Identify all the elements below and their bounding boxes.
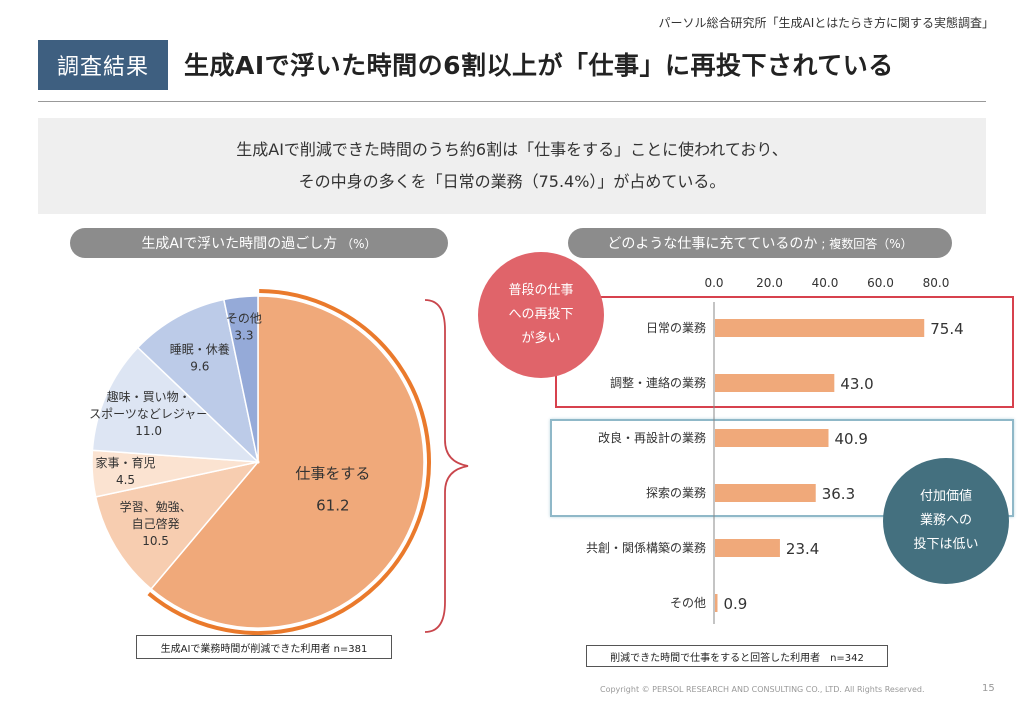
summary-box: 生成AIで削減できた時間のうち約6割は「仕事をする」ことに使われており、 その中… — [38, 118, 986, 214]
bar — [715, 429, 829, 447]
bar-title-text: どのような仕事に充てているのか — [607, 236, 818, 252]
x-tick-label: 20.0 — [756, 276, 783, 290]
callout-teal-line-2: 業務への — [919, 513, 972, 528]
bar — [715, 594, 718, 612]
bar — [715, 319, 925, 337]
pie-slice — [94, 460, 260, 591]
bar-subtitle-text: ; 複数回答（%） — [821, 236, 913, 251]
bar-category-label: 共創・関係構築の業務 — [586, 540, 706, 555]
bar-chart-title: どのような仕事に充てているのか ; 複数回答（%） — [568, 228, 952, 258]
bar-value-label: 23.4 — [786, 540, 819, 558]
bar-category-label: その他 — [670, 596, 706, 610]
x-tick-label: 80.0 — [923, 276, 950, 290]
bar-value-label: 40.9 — [834, 430, 867, 448]
bar-value-label: 0.9 — [723, 595, 747, 613]
callout-teal-line-3: 投下は低い — [913, 537, 979, 552]
bar-category-label: 日常の業務 — [646, 321, 706, 335]
summary-line-1: 生成AIで削減できた時間のうち約6割は「仕事をする」ことに使われており、 — [236, 140, 788, 159]
pie-slice-label: 仕事をする 61.2 — [295, 465, 370, 515]
callout-circle-teal: 付加価値 業務への 投下は低い — [883, 458, 1009, 584]
source-caption: パーソル総合研究所「生成AIとはたらき方に関する実態調査」 — [658, 16, 994, 30]
pie-slice — [136, 298, 260, 465]
pie-chart-title: 生成AIで浮いた時間の過ごし方 （%） — [70, 228, 448, 258]
copyright: Copyright © PERSOL RESEARCH AND CONSULTI… — [600, 685, 925, 694]
bar-value-label: 36.3 — [822, 485, 855, 503]
pie-sample-note: 生成AIで業務時間が削減できた利用者 n=381 — [136, 635, 392, 659]
bar — [715, 374, 835, 392]
page-title: 生成AIで浮いた時間の6割以上が「仕事」に再投下されている — [184, 51, 894, 80]
bar-category-label: 調整・連絡の業務 — [610, 375, 706, 390]
pie-slice-label: 学習、勉強、自己啓発 10.5 — [120, 499, 192, 548]
x-tick-label: 40.0 — [812, 276, 839, 290]
bar-value-label: 75.4 — [930, 320, 963, 338]
bar — [715, 484, 816, 502]
pie-slice — [150, 295, 425, 629]
pie-chart: 仕事をする 61.2 学習、勉強、自己啓発 10.5 家事・育児 4.5 趣味・買い物・スポ… — [89, 289, 431, 635]
pie-title-text: 生成AIで浮いた時間の過ごし方 — [141, 236, 338, 252]
pie-slice-highlight-arc — [147, 289, 431, 635]
section-badge: 調査結果 — [38, 40, 168, 90]
pie-slice-label: その他 3.3 — [226, 311, 262, 342]
title-divider — [38, 101, 986, 102]
pie-slice — [91, 346, 261, 463]
bar-category-label: 改良・再設計の業務 — [598, 430, 706, 445]
pie-slice — [222, 295, 259, 463]
page-number: 15 — [982, 683, 995, 694]
bar — [715, 539, 780, 557]
bar-sample-note: 削減できた時間で仕事をすると回答した利用者 n=342 — [586, 645, 888, 667]
callout-red-line-3: が多い — [521, 331, 561, 346]
connector-brace — [424, 299, 469, 633]
pie-slice-label: 家事・育児 4.5 — [96, 455, 156, 487]
x-tick-label: 60.0 — [867, 276, 894, 290]
bar-category-label: 探索の業務 — [646, 486, 706, 500]
pie-slice-label: 睡眠・休養 9.6 — [170, 341, 230, 373]
highlight-box-blue — [550, 419, 1014, 517]
pie-unit-text: （%） — [341, 236, 377, 251]
bar-chart: 0.0 20.0 40.0 60.0 80.0 日常の業務 75.4 調整・連絡の業務 43.0… — [586, 276, 964, 624]
bar-value-label: 43.0 — [840, 375, 873, 393]
callout-teal-line-1: 付加価値 — [919, 489, 972, 504]
pie-slice-label: 趣味・買い物・スポーツなどレジャー 11.0 — [89, 389, 208, 438]
callout-circle-red: 普段の仕事 への再投下 が多い — [478, 252, 604, 378]
callout-red-line-1: 普段の仕事 — [508, 283, 574, 298]
x-tick-label: 0.0 — [704, 276, 723, 290]
summary-line-2: その中身の多くを「日常の業務（75.4%）」が占めている。 — [298, 172, 726, 191]
callout-red-line-2: への再投下 — [508, 307, 574, 322]
